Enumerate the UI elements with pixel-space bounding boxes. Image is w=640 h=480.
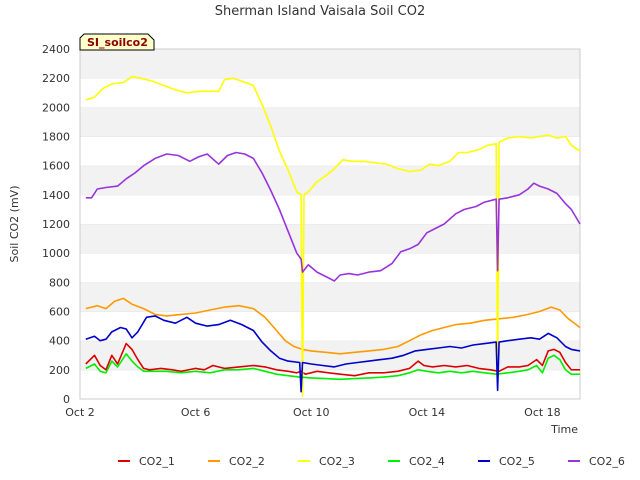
badge-box — [79, 33, 155, 51]
grid-band — [80, 224, 580, 254]
badge-text: SI_soilco2 — [87, 36, 148, 49]
x-tick-label: Oct 14 — [409, 406, 446, 419]
y-tick-label: 2000 — [42, 101, 70, 114]
x-axis-label: Time — [550, 423, 578, 436]
legend-label: CO2_6 — [589, 455, 625, 468]
series-line-co2-4 — [85, 352, 580, 381]
series-line-co2-6 — [85, 151, 581, 282]
y-tick-label: 800 — [49, 276, 70, 289]
x-tick-label: Oct 10 — [293, 406, 330, 419]
series-line-co2-1 — [85, 342, 580, 377]
y-tick-label: 1800 — [42, 131, 70, 144]
series-line-co2-5 — [85, 315, 581, 393]
chart-badge: SI_soilco2 — [79, 33, 155, 51]
y-tick-label: 400 — [49, 335, 70, 348]
series-lines — [85, 75, 581, 397]
series-line-co2-2 — [85, 297, 581, 355]
grid-band — [80, 340, 580, 370]
legend-label: CO2_3 — [319, 455, 355, 468]
x-tick-label: Oct 2 — [65, 406, 95, 419]
grid-band — [80, 282, 580, 312]
y-tick-label: 1200 — [42, 218, 70, 231]
legend-label: CO2_4 — [409, 455, 445, 468]
x-tick-label: Oct 18 — [524, 406, 561, 419]
y-tick-label: 200 — [49, 364, 70, 377]
chart-title: Sherman Island Vaisala Soil CO2 — [215, 4, 425, 19]
grid-band — [80, 194, 580, 224]
grid-band — [80, 49, 580, 79]
y-tick-label: 1000 — [42, 247, 70, 260]
legend-label: CO2_2 — [229, 455, 265, 468]
y-axis-label: Soil CO2 (mV) — [8, 186, 21, 263]
grid-band — [80, 136, 580, 166]
grid-band — [80, 369, 580, 399]
x-tick-label: Oct 6 — [181, 406, 211, 419]
legend: CO2_1 CO2_2 CO2_3 CO2_4 CO2_5 CO2_6 — [118, 455, 625, 468]
grid-band — [80, 165, 580, 195]
y-tick-label: 0 — [63, 393, 70, 406]
y-axis-ticks: 0 200 400 600 800 1000 1200 1400 1600 1800 2000 220… — [42, 43, 70, 406]
y-tick-label: 1600 — [42, 160, 70, 173]
y-tick-label: 1400 — [42, 189, 70, 202]
legend-label: CO2_5 — [499, 455, 535, 468]
y-tick-label: 2200 — [42, 72, 70, 85]
grid-bands — [80, 48, 580, 399]
grid-band — [80, 107, 580, 137]
x-axis-ticks: Oct 2 Oct 6 Oct 10 Oct 14 Oct 18 — [65, 406, 560, 419]
legend-label: CO2_1 — [139, 455, 175, 468]
grid-band — [80, 78, 580, 108]
y-tick-label: 600 — [49, 306, 70, 319]
y-tick-label: 2400 — [42, 43, 70, 56]
